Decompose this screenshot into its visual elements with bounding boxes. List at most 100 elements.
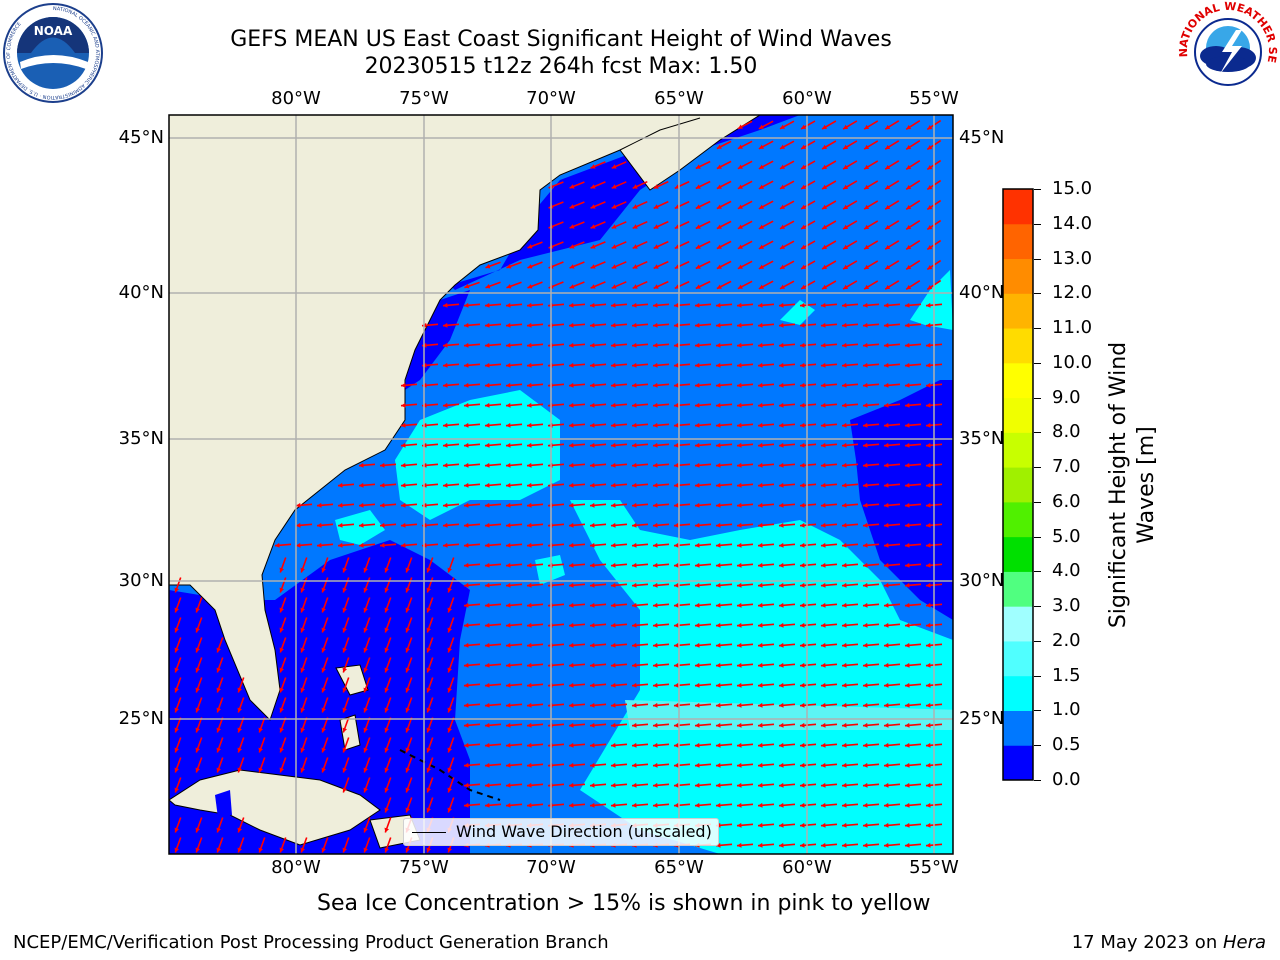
wave-arrow-head: [653, 662, 658, 668]
wave-arrow-head: [279, 667, 284, 673]
wave-arrow-head: [321, 567, 326, 573]
wave-arrow-head: [863, 682, 868, 688]
wave-arrow-head: [695, 522, 700, 528]
wave-arrow-head: [279, 747, 284, 753]
wave-arrow-head: [447, 647, 452, 653]
wave-arrow-head: [884, 402, 889, 408]
wave-arrow-head: [653, 422, 658, 428]
wave-arrow-head: [800, 702, 805, 708]
wave-arrow-head: [527, 702, 532, 708]
wave-arrow-head: [822, 284, 828, 289]
wave-arrow-head: [464, 762, 469, 768]
wave-arrow-head: [821, 582, 826, 588]
lat-tick-left: 30°N: [118, 570, 164, 591]
wave-arrow-head: [653, 722, 658, 728]
wave-arrow-head: [464, 502, 469, 508]
wave-arrow-head: [843, 124, 849, 130]
wave-arrow-head: [363, 707, 368, 713]
wave-arrow-head: [342, 707, 347, 713]
wave-arrow-head: [926, 702, 931, 708]
wave-arrow-head: [863, 362, 868, 368]
wave-arrow-head: [506, 284, 512, 289]
wave-arrow-head: [443, 462, 448, 468]
lon-tick-top: 65°W: [654, 88, 704, 109]
wave-arrow-head: [443, 422, 448, 428]
wave-arrow-head: [843, 284, 849, 290]
wave-arrow-head: [342, 607, 347, 613]
wave-arrow-head: [384, 847, 389, 853]
wave-arrow-head: [864, 244, 870, 250]
wave-arrow-head: [842, 762, 847, 768]
colorbar-segment: [1003, 571, 1033, 607]
wave-arrow-head: [590, 702, 595, 708]
wave-arrow-head: [863, 562, 868, 568]
wave-arrow-head: [527, 284, 533, 289]
wave-arrow-head: [363, 627, 368, 633]
wave-arrow-head: [506, 302, 511, 308]
sea-ice-note: Sea Ice Concentration > 15% is shown in …: [317, 891, 931, 916]
wave-arrow-head: [485, 284, 491, 289]
wave-arrow-head: [737, 482, 742, 488]
wave-arrow-head: [695, 762, 700, 768]
wave-arrow-head: [464, 802, 469, 808]
wave-arrow-head: [927, 225, 933, 230]
wave-arrow-head: [822, 184, 828, 189]
wave-arrow-head: [569, 582, 574, 588]
wave-arrow-head: [569, 602, 574, 608]
wave-arrow-head: [426, 627, 431, 633]
wave-arrow-head: [653, 542, 658, 548]
wave-arrow-head: [443, 382, 448, 388]
colorbar-segment: [1003, 467, 1033, 503]
wave-arrow-head: [363, 727, 368, 733]
wave-arrow-head: [426, 587, 431, 593]
wave-arrow-head: [842, 722, 847, 728]
wave-arrow-head: [632, 422, 637, 428]
footer-machine: Hera: [1222, 932, 1266, 953]
colorbar-tick: 11.0: [1052, 317, 1093, 339]
wave-arrow-head: [569, 722, 574, 728]
wave-arrow-head: [464, 442, 469, 448]
wave-arrow-head: [506, 622, 511, 628]
wave-arrow-head: [653, 322, 658, 328]
wave-arrow-head: [821, 562, 826, 568]
wave-arrow-head: [653, 802, 658, 808]
wave-arrow-head: [884, 302, 889, 308]
wave-arrow-head: [342, 567, 347, 573]
wave-arrow-head: [926, 842, 931, 848]
wave-arrow-head: [485, 542, 490, 548]
wave-arrow-head: [884, 342, 889, 348]
wave-arrow-head: [464, 782, 469, 788]
wave-arrow-head: [527, 682, 532, 688]
wave-arrow-head: [842, 462, 847, 468]
cyan-zone-south: [570, 500, 953, 854]
wave-arrow-head: [926, 782, 931, 788]
wave-arrow-head: [506, 442, 511, 448]
wave-arrow-head: [926, 642, 931, 648]
wave-arrow-head: [300, 567, 305, 573]
wave-arrow-head: [843, 244, 849, 250]
wave-arrow-head: [174, 747, 179, 753]
wave-arrow-head: [926, 802, 931, 808]
wave-arrow-head: [300, 767, 305, 773]
wave-arrow-head: [405, 807, 410, 813]
wave-arrow-head: [363, 667, 368, 673]
wave-arrow-head: [842, 522, 847, 528]
wave-arrow-head: [632, 342, 637, 348]
wave-arrow-head: [506, 322, 511, 328]
wave-arrow-head: [927, 145, 933, 150]
wave-arrow-head: [842, 682, 847, 688]
wave-arrow-head: [674, 442, 679, 448]
wave-arrow-head: [779, 842, 784, 848]
wave-arrow-head: [695, 204, 701, 209]
wave-arrow-head: [464, 322, 469, 328]
wave-arrow-head: [195, 847, 200, 853]
wave-arrow-head: [300, 847, 305, 853]
wave-arrow-head: [737, 144, 743, 149]
wave-arrow-head: [905, 842, 910, 848]
chart-subtitle: 20230515 t12z 264h fcst Max: 1.50: [364, 54, 758, 79]
wave-arrow-head: [905, 362, 910, 368]
wave-arrow-head: [842, 482, 847, 488]
wave-arrow-head: [926, 362, 931, 368]
wave-arrow-head: [632, 264, 638, 269]
wave-arrow-head: [716, 522, 721, 528]
